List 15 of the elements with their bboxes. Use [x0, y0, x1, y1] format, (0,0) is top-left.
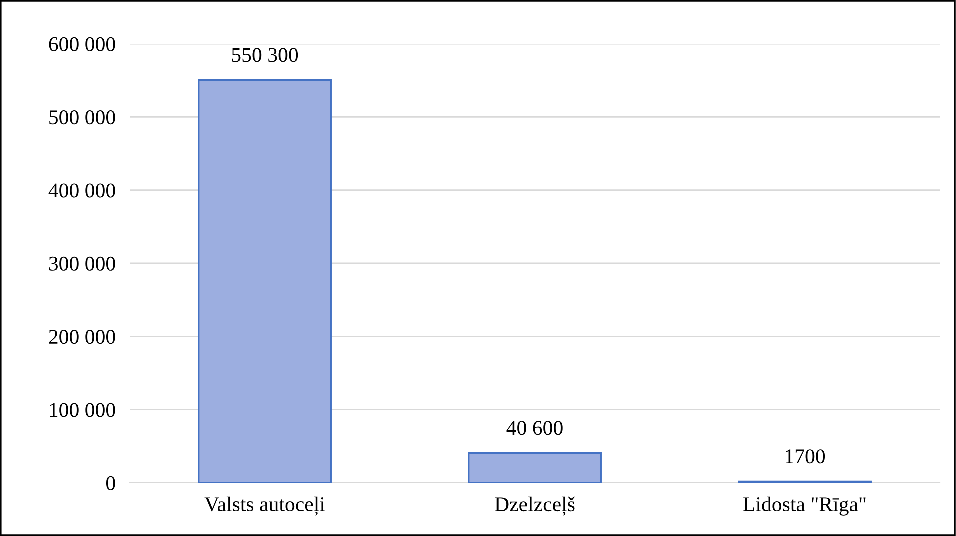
x-tick-label: Valsts autoceļi: [204, 496, 326, 516]
x-tick-label: Lidosta "Rīga": [744, 496, 866, 516]
y-tick-label: 500 000: [50, 110, 116, 125]
y-tick-label: 200 000: [49, 330, 116, 344]
bar: [198, 80, 332, 483]
data-label: 550 300: [232, 48, 298, 62]
data-label: 40 600: [506, 421, 563, 436]
y-tick-label: 100 000: [50, 403, 116, 418]
x-tick-label: Dzelzceļš: [495, 496, 575, 516]
y-tick-label: 0: [106, 476, 116, 490]
y-tick-label: 600 000: [49, 37, 116, 52]
bar: [468, 452, 602, 483]
y-tick-label: 300 000: [49, 256, 116, 271]
y-tick-label: 400 000: [48, 184, 116, 198]
data-label: 1700: [786, 450, 826, 464]
